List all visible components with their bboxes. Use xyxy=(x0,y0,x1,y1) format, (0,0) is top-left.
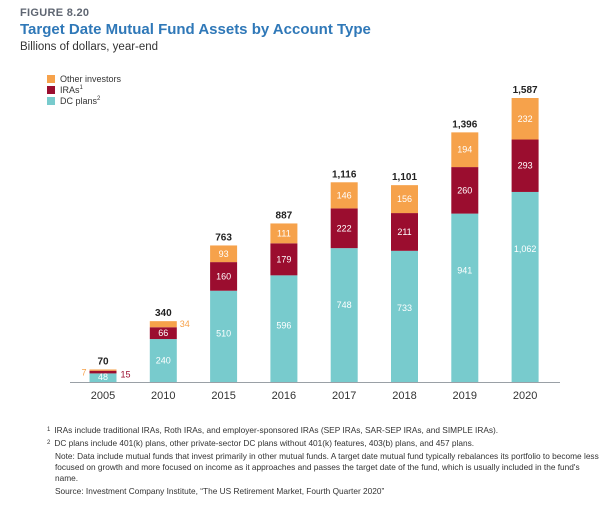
bar-dc-plans-2017 xyxy=(330,248,358,382)
chart-note: Note: Data include mutual funds that inv… xyxy=(55,451,599,483)
data-label-dc-plans-2010: 240 xyxy=(156,356,171,366)
bar-iras-2017 xyxy=(330,208,358,249)
data-label-other-investors-2019: 194 xyxy=(457,145,472,155)
total-label-2016: 887 xyxy=(276,210,293,221)
legend-item-dc-plans: DC plans2 xyxy=(47,95,121,106)
data-label-other-investors-2010: 34 xyxy=(180,319,190,329)
data-label-other-investors-2018: 156 xyxy=(397,194,412,204)
data-label-iras-2017: 222 xyxy=(337,223,352,233)
data-label-other-investors-2020: 232 xyxy=(518,114,533,124)
data-label-iras-2019: 260 xyxy=(457,185,472,195)
total-label-2020: 1,587 xyxy=(513,85,538,96)
chart-title: Target Date Mutual Fund Assets by Accoun… xyxy=(20,21,371,38)
data-label-other-investors-2016: 111 xyxy=(277,228,291,238)
data-label-other-investors-2017: 146 xyxy=(337,190,352,200)
total-label-2017: 1,116 xyxy=(332,169,357,180)
chart-subtitle: Billions of dollars, year-end xyxy=(20,41,159,53)
bar-other-investors-2015 xyxy=(210,245,238,263)
footnote-2: 2 DC plans include 401(k) plans, other pr… xyxy=(47,438,475,448)
data-label-dc-plans-2017: 748 xyxy=(337,300,352,310)
bar-dc-plans-2010 xyxy=(149,339,177,382)
total-label-2010: 340 xyxy=(155,308,172,319)
legend-item-other-investors: Other investors xyxy=(47,73,121,84)
data-label-other-investors-2015: 93 xyxy=(219,249,229,259)
x-tick-label-2020: 2020 xyxy=(513,390,537,402)
legend: Other investors IRAs1 DC plans2 xyxy=(47,73,121,106)
x-tick-label-2010: 2010 xyxy=(151,390,175,402)
bar-dc-plans-2015 xyxy=(210,290,238,382)
legend-label-dc-plans: DC plans2 xyxy=(60,95,101,106)
legend-label-iras: IRAs1 xyxy=(60,84,83,95)
data-label-dc-plans-2016: 596 xyxy=(276,321,291,331)
total-label-2005: 70 xyxy=(97,356,109,367)
data-label-iras-2016: 179 xyxy=(276,254,291,264)
data-label-iras-2010: 66 xyxy=(158,328,168,338)
total-label-2019: 1,396 xyxy=(452,119,477,130)
bar-other-investors-2018 xyxy=(391,185,418,214)
bar-other-investors-2020 xyxy=(511,98,539,140)
footnote-1: 1 IRAs include traditional IRAs, Roth IRA… xyxy=(47,425,499,435)
x-tick-label-2017: 2017 xyxy=(332,390,356,402)
bar-iras-2020 xyxy=(511,139,539,192)
x-tick-label-2018: 2018 xyxy=(392,390,416,402)
footnotes: 1 IRAs include traditional IRAs, Roth IRA… xyxy=(47,425,602,499)
bar-dc-plans-2020 xyxy=(511,191,539,382)
bar-other-investors-2019 xyxy=(451,132,479,168)
data-label-dc-plans-2018: 733 xyxy=(397,303,412,313)
data-label-iras-2015: 160 xyxy=(216,271,231,281)
legend-item-iras: IRAs1 xyxy=(47,84,121,95)
legend-swatch-other-investors xyxy=(47,74,55,83)
legend-label-other-investors: Other investors xyxy=(60,73,122,84)
total-label-2018: 1,101 xyxy=(392,172,417,183)
x-tick-label-2016: 2016 xyxy=(272,390,296,402)
figure-label: FIGURE 8.20 xyxy=(20,7,90,19)
bar-other-investors-2010 xyxy=(149,321,177,328)
bar-iras-2005 xyxy=(89,370,117,374)
x-tick-label-2019: 2019 xyxy=(453,390,477,402)
legend-swatch-dc-plans xyxy=(47,96,55,105)
bar-other-investors-2017 xyxy=(330,182,358,209)
bar-dc-plans-2016 xyxy=(270,275,298,382)
data-label-dc-plans-2019: 941 xyxy=(457,266,472,276)
bar-iras-2016 xyxy=(270,243,298,276)
x-tick-label-2005: 2005 xyxy=(91,390,115,402)
bar-dc-plans-2018 xyxy=(391,250,418,382)
data-label-other-investors-2005: 7 xyxy=(81,367,86,377)
bar-iras-2010 xyxy=(149,327,177,340)
bar-dc-plans-2005 xyxy=(89,373,117,382)
bar-other-investors-2005 xyxy=(89,369,117,371)
data-label-iras-2020: 293 xyxy=(518,161,533,171)
bar-iras-2019 xyxy=(451,167,479,214)
bar-iras-2015 xyxy=(210,262,238,291)
chart-source: Source: Investment Company Institute, “T… xyxy=(55,486,385,496)
bar-iras-2018 xyxy=(391,213,418,251)
bar-other-investors-2016 xyxy=(270,223,298,244)
data-label-iras-2018: 211 xyxy=(397,227,411,237)
total-label-2015: 763 xyxy=(215,232,232,243)
data-label-iras-2005: 15 xyxy=(121,370,131,380)
bar-dc-plans-2019 xyxy=(451,213,479,382)
x-tick-label-2015: 2015 xyxy=(211,390,235,402)
legend-swatch-iras xyxy=(47,85,55,94)
data-label-dc-plans-2020: 1,062 xyxy=(514,244,537,254)
data-label-dc-plans-2005: 48 xyxy=(98,372,108,382)
data-label-dc-plans-2015: 510 xyxy=(216,328,231,338)
stacked-bar-chart: 2005 70 48 7 15 2010 340 240 66 34 2015 763 510 160 93… xyxy=(70,85,560,402)
